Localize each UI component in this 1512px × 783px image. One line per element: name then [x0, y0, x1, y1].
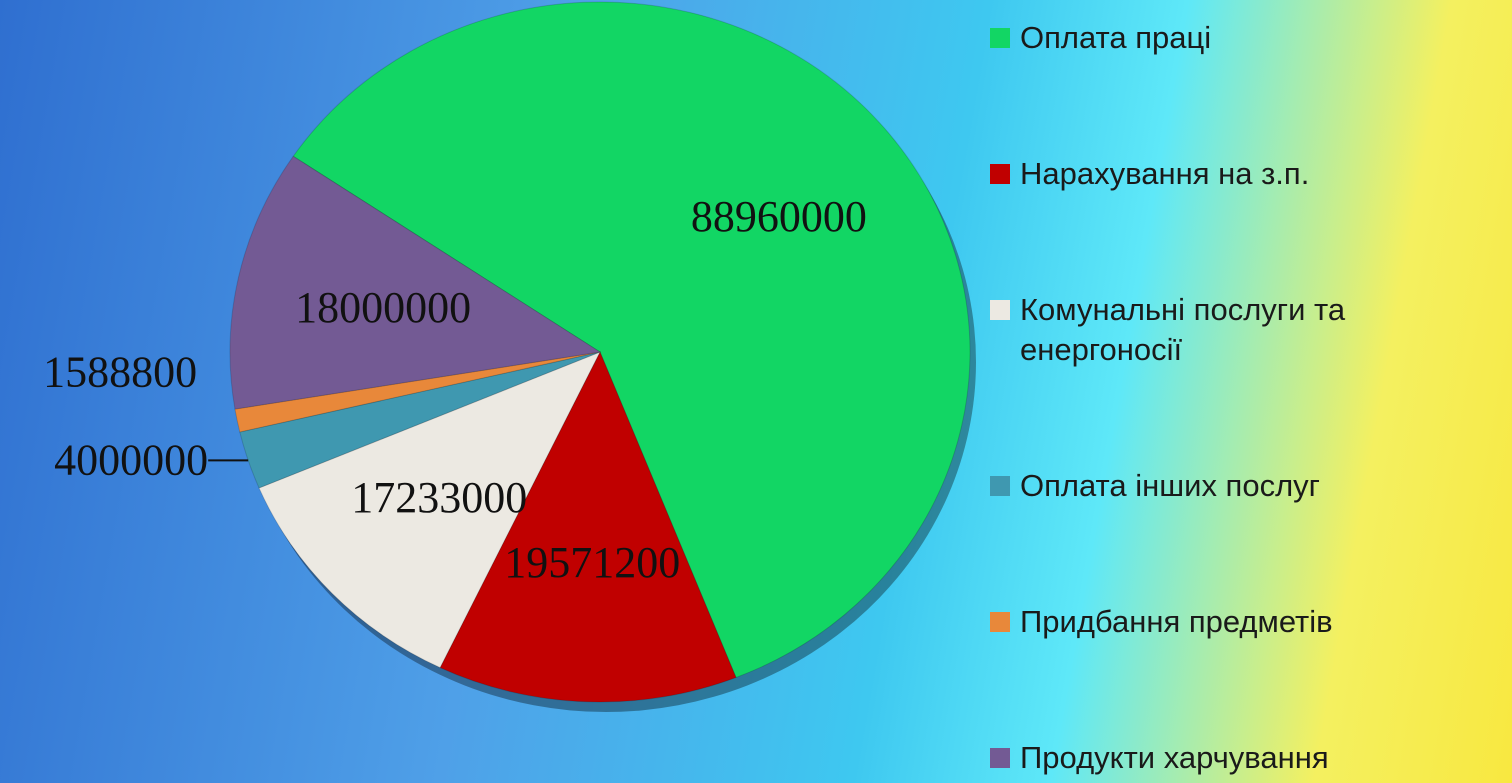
pie-slice	[239, 351, 601, 489]
legend-swatch	[990, 28, 1010, 48]
pie-slice	[439, 350, 737, 703]
legend-label: Оплата інших послуг	[1020, 468, 1320, 503]
legend-label: Комунальні послуги та енергоносії	[1020, 292, 1346, 367]
legend-item: Комунальні послуги та енергоносії	[990, 290, 1505, 370]
legend-label: Нарахування на з.п.	[1020, 156, 1310, 191]
legend-swatch	[990, 476, 1010, 496]
data-label: 4000000	[54, 435, 208, 484]
legend-item: Придбання предметів	[990, 602, 1505, 642]
data-label: 19571200	[504, 538, 680, 587]
legend-swatch	[990, 164, 1010, 184]
legend-item: Оплата праці	[990, 18, 1505, 58]
legend: Оплата праці Нарахування на з.п. Комунальн…	[990, 18, 1505, 778]
legend-item: Оплата інших послуг	[990, 466, 1505, 506]
pie-slice	[234, 351, 601, 433]
legend-swatch	[990, 748, 1010, 768]
data-label: 18000000	[295, 283, 471, 332]
pie-slice	[229, 155, 602, 410]
legend-label: Придбання предметів	[1020, 604, 1333, 639]
legend-label: Оплата праці	[1020, 20, 1212, 55]
data-label: 88960000	[691, 192, 867, 241]
legend-label: Продукти харчування	[1020, 740, 1329, 775]
legend-item: Нарахування на з.п.	[990, 154, 1505, 194]
data-label: 1588800	[43, 348, 197, 397]
data-label: 17233000	[351, 473, 527, 522]
legend-item: Продукти харчування	[990, 738, 1505, 778]
legend-swatch	[990, 300, 1010, 320]
pie-slice	[258, 351, 602, 669]
pie-slice	[292, 1, 971, 679]
legend-swatch	[990, 612, 1010, 632]
